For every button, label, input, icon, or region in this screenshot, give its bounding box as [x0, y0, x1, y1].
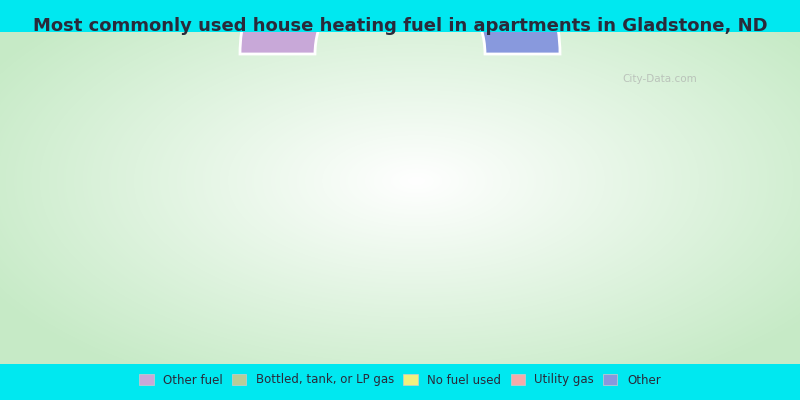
Text: Most commonly used house heating fuel in apartments in Gladstone, ND: Most commonly used house heating fuel in… [33, 17, 767, 35]
Wedge shape [464, 0, 552, 28]
Wedge shape [240, 0, 362, 54]
Legend: Other fuel, Bottled, tank, or LP gas, No fuel used, Utility gas, Other: Other fuel, Bottled, tank, or LP gas, No… [134, 369, 666, 391]
Text: City-Data.com: City-Data.com [622, 74, 698, 84]
Wedge shape [481, 4, 560, 54]
